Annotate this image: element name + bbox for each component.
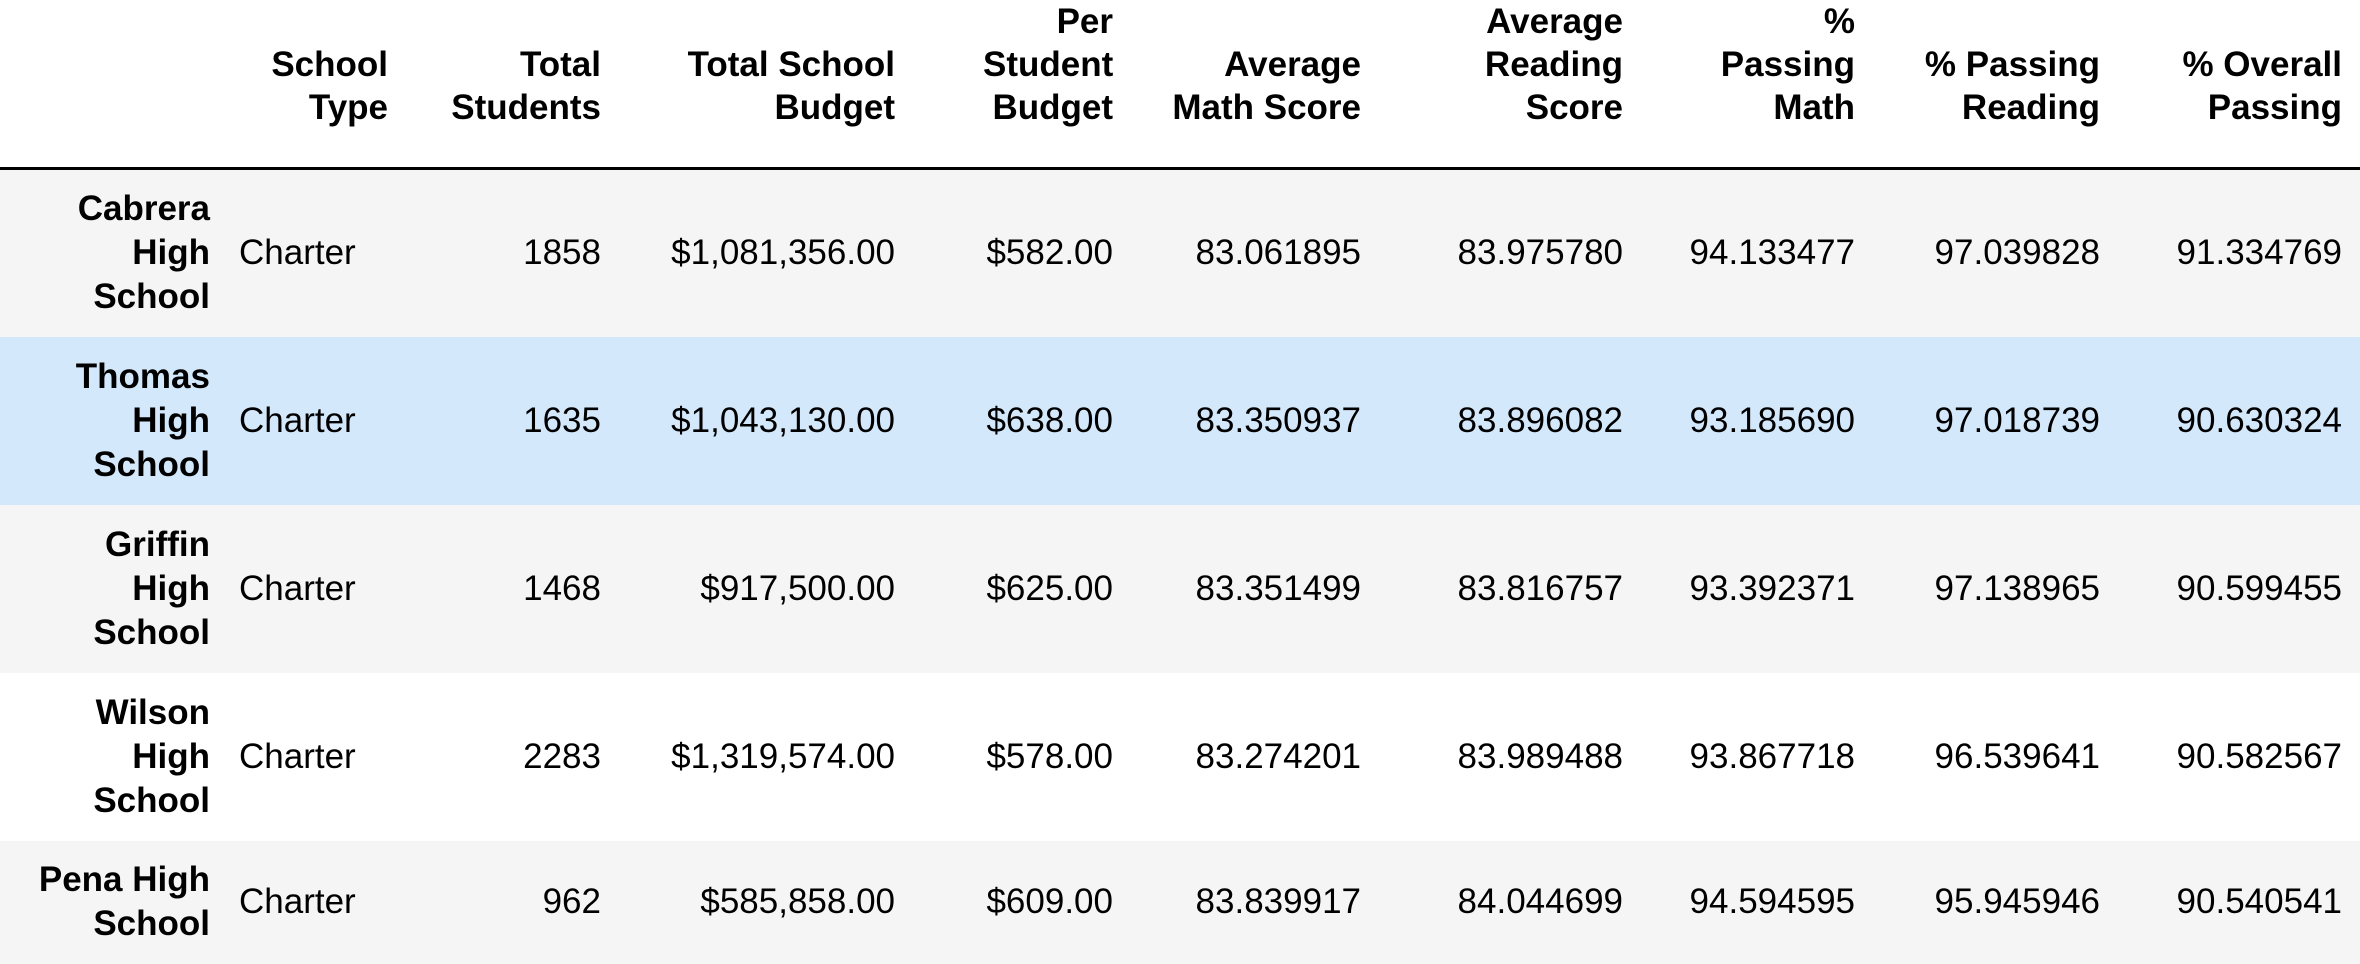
cell-passing-math: 93.185690 xyxy=(1641,336,1873,505)
cell-overall-passing: 91.334769 xyxy=(2176,233,2342,273)
cell-average-reading-score: 83.896082 xyxy=(1379,336,1641,505)
col-total-school-budget: Total School Budget xyxy=(619,0,913,170)
row-school-name: Cabrera High School xyxy=(77,189,210,317)
index-header xyxy=(0,0,228,170)
cell-passing-reading: 97.138965 xyxy=(1934,568,2100,608)
row-school-name: Wilson High School xyxy=(93,692,210,820)
cell-overall-passing: 90.582567 xyxy=(2176,736,2342,776)
cell-passing-math: 94.594595 xyxy=(1689,882,1855,921)
col-passing-reading: % Passing Reading xyxy=(1873,0,2118,170)
cell-average-math-score: 83.351499 xyxy=(1195,568,1361,608)
cell-per-student-budget: $625.00 xyxy=(986,568,1113,608)
cell-overall-passing: 90.599455 xyxy=(2176,568,2342,608)
row-school-name: Thomas High School xyxy=(0,336,228,505)
row-school-name: Pena High School xyxy=(38,860,210,943)
cell-average-reading-score: 83.989488 xyxy=(1457,736,1623,776)
cell-total-school-budget: $1,319,574.00 xyxy=(671,736,895,776)
cell-passing-math: 93.867718 xyxy=(1689,736,1855,776)
cell-average-math-score: 83.350937 xyxy=(1131,336,1379,505)
cell-average-reading-score: 83.816757 xyxy=(1457,568,1623,608)
table-row-highlighted: Thomas High School Charter 1635 $1,043,1… xyxy=(0,336,2360,505)
col-school-type: School Type xyxy=(228,0,406,170)
cell-passing-math: 93.392371 xyxy=(1689,568,1855,608)
col-per-student-budget: Per Student Budget xyxy=(913,0,1131,170)
cell-school-type: Charter xyxy=(239,568,356,608)
cell-overall-passing: 90.540541 xyxy=(2176,882,2342,921)
cell-passing-reading: 95.945946 xyxy=(1934,882,2100,921)
cell-school-type: Charter xyxy=(239,233,356,273)
cell-average-math-score: 83.061895 xyxy=(1195,233,1361,273)
cell-school-type: Charter xyxy=(239,882,356,921)
cell-per-student-budget: $638.00 xyxy=(913,336,1131,505)
header-row: School Type Total Students Total School … xyxy=(0,0,2360,170)
cell-total-students: 962 xyxy=(542,882,601,921)
cell-average-math-score: 83.839917 xyxy=(1195,882,1361,921)
cell-school-type: Charter xyxy=(239,736,356,776)
cell-total-school-budget: $1,043,130.00 xyxy=(619,336,913,505)
col-average-math-score: Average Math Score xyxy=(1131,0,1379,170)
cell-per-student-budget: $578.00 xyxy=(986,736,1113,776)
cell-passing-reading: 96.539641 xyxy=(1934,736,2100,776)
cell-total-school-budget: $917,500.00 xyxy=(700,568,895,608)
col-total-students: Total Students xyxy=(406,0,619,170)
cell-total-students: 1858 xyxy=(523,233,601,273)
cell-average-reading-score: 83.975780 xyxy=(1457,233,1623,273)
cell-per-student-budget: $609.00 xyxy=(986,882,1113,921)
col-average-reading-score: Average Reading Score xyxy=(1379,0,1641,170)
table-row: Pena High School Charter 962 $585,858.00… xyxy=(0,840,2360,964)
table-row: Wilson High School Charter 2283 $1,319,5… xyxy=(0,672,2360,841)
cell-school-type: Charter xyxy=(228,336,406,505)
cell-total-students: 1635 xyxy=(406,336,619,505)
col-overall-passing: % Overall Passing xyxy=(2118,0,2360,170)
cell-average-math-score: 83.274201 xyxy=(1195,736,1361,776)
cell-per-student-budget: $582.00 xyxy=(986,233,1113,273)
cell-total-students: 1468 xyxy=(523,568,601,608)
cell-total-students: 2283 xyxy=(523,736,601,776)
col-passing-math: % Passing Math xyxy=(1641,0,1873,170)
cell-total-school-budget: $1,081,356.00 xyxy=(671,233,895,273)
cell-average-reading-score: 84.044699 xyxy=(1457,882,1623,921)
table-row: Griffin High School Charter 1468 $917,50… xyxy=(0,504,2360,673)
cell-total-school-budget: $585,858.00 xyxy=(700,882,895,921)
cell-overall-passing: 90.630324 xyxy=(2118,336,2360,505)
cell-passing-reading: 97.018739 xyxy=(1873,336,2118,505)
row-school-name: Griffin High School xyxy=(93,524,210,652)
table-row: Cabrera High School Charter 1858 $1,081,… xyxy=(0,168,2360,337)
cell-passing-math: 94.133477 xyxy=(1689,233,1855,273)
cell-passing-reading: 97.039828 xyxy=(1934,233,2100,273)
